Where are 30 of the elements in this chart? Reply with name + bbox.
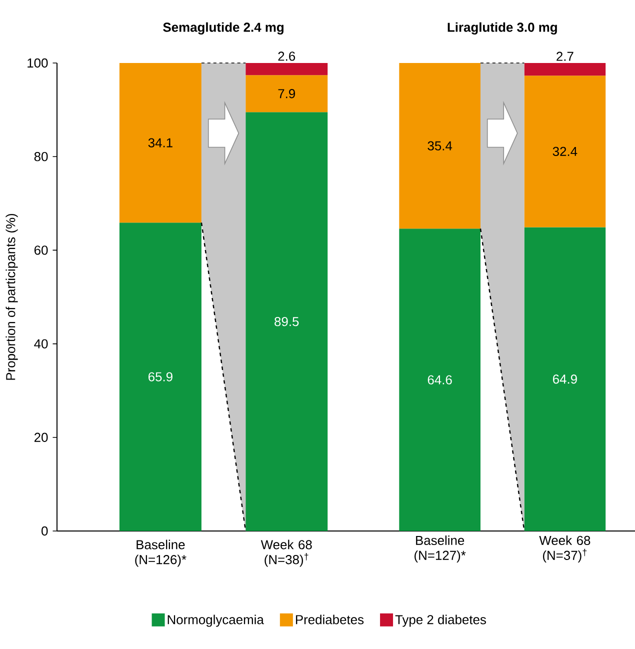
data-label: 32.4 [552,146,578,156]
bar [524,62,606,76]
y-tick-label: 0 [42,526,48,536]
data-label: 64.9 [552,374,577,384]
bar [524,76,606,228]
data-label: 65.9 [148,372,172,382]
legend-label: Normoglycaemia [168,614,264,627]
x-tick-label: Baseline (N=127)* [414,536,466,563]
data-label: 34.1 [148,138,172,148]
data-label: 2.6 [278,52,296,61]
y-axis-title: Proportion of participants (%) [6,214,18,380]
bar [246,75,328,112]
data-label: 7.9 [278,89,296,98]
y-tick-label: 40 [34,339,48,348]
y-tick-label: 20 [34,432,48,442]
legend-label: Type 2 diabetes [395,614,486,627]
x-tick-label: Week 68 (N=37)$^{†}$ [539,536,590,563]
y-tick-label: 60 [34,246,48,255]
chart-title: Semaglutide 2.4 mg [163,22,284,34]
x-tick-label: Week 68 (N=38)$^{†}$ [260,540,312,567]
data-label: 35.4 [428,141,452,150]
bar [246,62,328,76]
x-tick-label: Baseline (N=126)* [135,540,186,567]
data-label: 2.7 [556,52,574,61]
legend-label: Prediabetes [296,614,364,624]
y-tick-label: 80 [34,152,48,162]
chart-title: Liraglutide 3.0 mg [448,22,557,34]
data-label: 64.6 [428,375,452,384]
data-label: 89.5 [274,316,299,326]
y-tick-label: 100 [28,58,48,68]
